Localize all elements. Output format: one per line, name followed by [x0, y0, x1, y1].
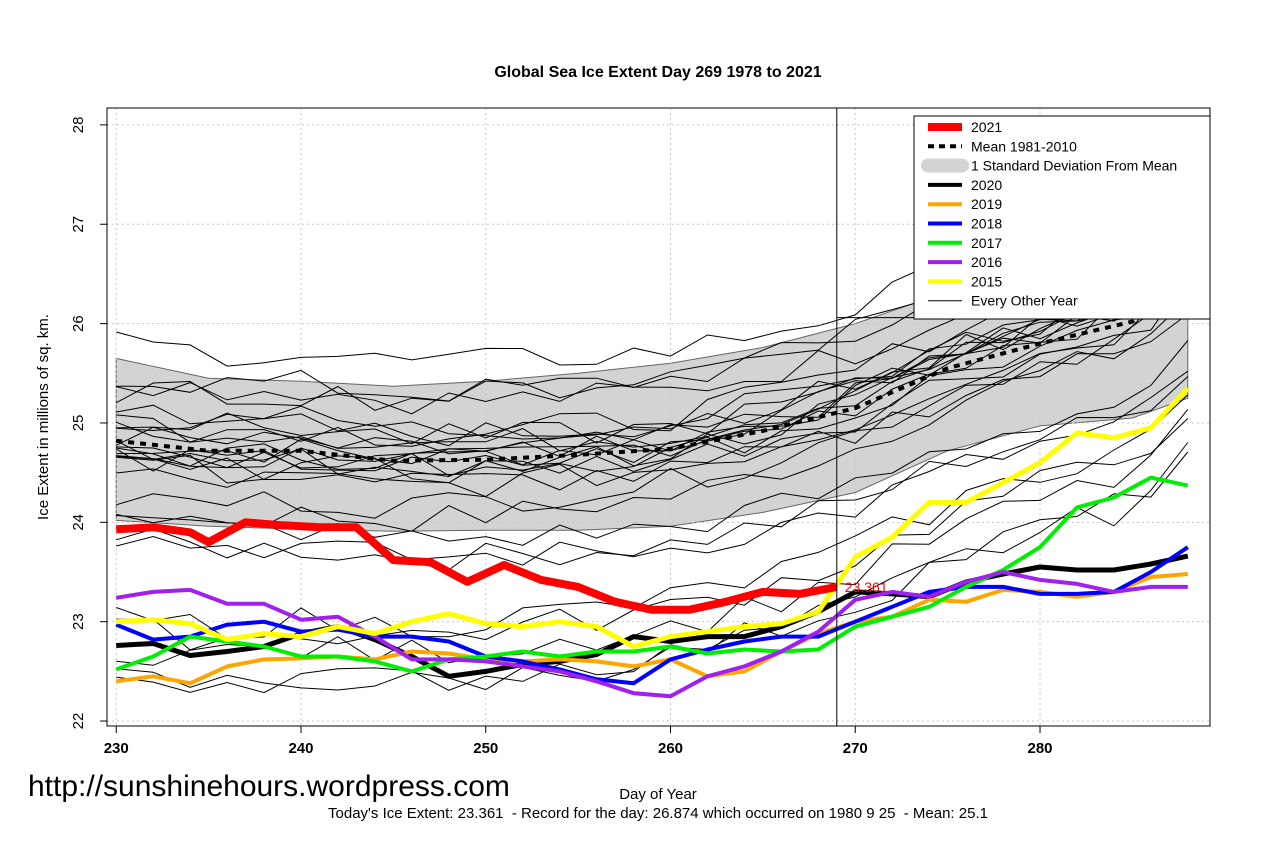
std-dev-band [115, 198, 1189, 532]
other-year-line [116, 249, 1189, 470]
y-tick-label: 26 [70, 315, 87, 332]
legend: 2021 Mean 1981-2010 1 Standard Deviation F… [913, 115, 1211, 320]
other-year-line [116, 263, 1189, 445]
y-axis-label: Ice Extent in millions of sq. km. [35, 314, 52, 520]
other-year-line [116, 370, 1189, 566]
other-year-line [115, 276, 1189, 478]
other-year-line [116, 256, 1189, 452]
gridlines [107, 108, 1210, 726]
x-tick-label: 230 [104, 740, 129, 757]
x-tick-label: 240 [288, 740, 313, 757]
std-band-area [115, 198, 1189, 532]
mean-line [115, 272, 1190, 463]
mean-line-layer [115, 272, 1190, 463]
legend-label: 2015 [971, 273, 1002, 289]
legend-label: 1 Standard Deviation From Mean [971, 158, 1177, 174]
x-tick-label: 250 [473, 740, 498, 757]
x-tick-label: 280 [1028, 740, 1053, 757]
legend-label: Every Other Year [971, 293, 1078, 309]
highlighted-years [115, 386, 1190, 699]
legend-label: 2019 [971, 196, 1002, 212]
series-2015 [116, 386, 1190, 649]
legend-label: 2021 [971, 119, 1002, 135]
axes: 230 240 250 260 270 280 22 23 24 25 26 27 28 [70, 107, 1211, 757]
y-tick-label: 23 [70, 613, 87, 630]
legend-label: Mean 1981-2010 [971, 138, 1077, 154]
legend-label: 2020 [971, 177, 1002, 193]
other-year-line [116, 376, 1189, 571]
plot-frame [106, 107, 1211, 727]
other-year-line [116, 251, 1189, 447]
other-year-line [116, 269, 1188, 440]
series-2021 [115, 518, 838, 614]
other-year-line [115, 268, 1189, 472]
series-2017 [115, 475, 1189, 674]
other-year-line [116, 247, 1189, 484]
caption-summary: Today's Ice Extent: 23.361 - Record for … [328, 805, 988, 822]
y-tick-label: 28 [70, 117, 87, 134]
legend-label: 2017 [971, 235, 1002, 251]
series-2018 [115, 545, 1189, 686]
y-tick-label: 22 [70, 713, 87, 730]
series-2019 [115, 572, 1188, 686]
y-tick-label: 27 [70, 216, 87, 233]
y-tick-label: 24 [70, 514, 87, 531]
other-year-line [116, 451, 1189, 694]
x-tick-label: 260 [658, 740, 683, 757]
series-2016 [115, 570, 1188, 699]
chart-title: Global Sea Ice Extent Day 269 1978 to 20… [494, 64, 821, 81]
x-tick-label: 270 [843, 740, 868, 757]
other-year-line [116, 313, 1189, 491]
y-tick-label: 25 [70, 415, 87, 432]
x-axis-label: Day of Year [619, 786, 697, 803]
legend-label: 2016 [971, 254, 1002, 270]
legend-box [913, 115, 1211, 320]
watermark-url: http://sunshinehours.wordpress.com [28, 770, 510, 803]
current-value-label: 23.361 [845, 579, 888, 595]
other-year-line [116, 280, 1189, 519]
legend-label: 2018 [971, 216, 1002, 232]
other-year-line [116, 340, 1189, 546]
